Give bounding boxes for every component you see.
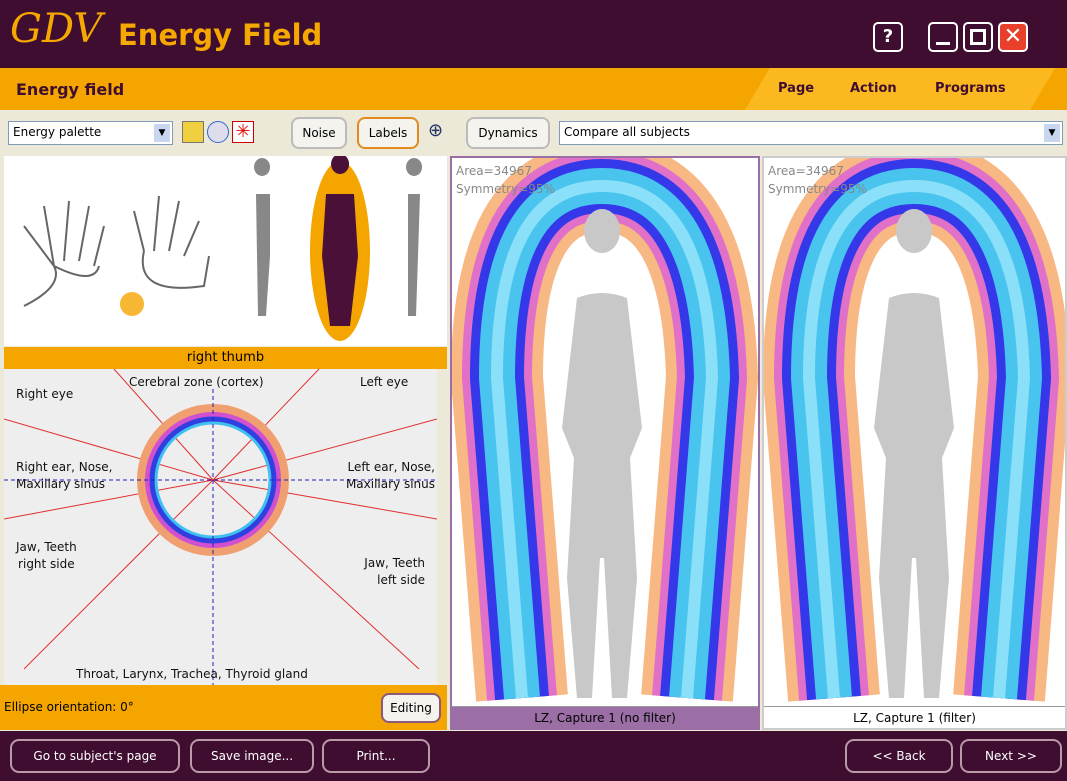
capture-caption: LZ, Capture 1 (no filter) <box>452 706 758 728</box>
label-line: Left eye <box>360 374 408 391</box>
compare-select[interactable]: Compare all subjects ▼ <box>559 121 1063 145</box>
next-button[interactable]: Next >> <box>960 739 1062 773</box>
finger-selector <box>4 156 447 346</box>
help-button[interactable]: ? <box>873 22 903 52</box>
orientation: Ellipse orientation: 0° <box>4 700 134 714</box>
logo: GDV <box>10 6 102 52</box>
capture-panel: Area=34967 Symmetry=95% LZ, Capture 1 (no … <box>450 156 760 730</box>
body-silhouette <box>874 209 954 698</box>
tool-icon[interactable] <box>207 121 229 143</box>
label-line: Left ear, Nose, <box>346 459 435 476</box>
minimize-button[interactable] <box>928 22 958 52</box>
toolbar: Energy palette ▼ ✳ Noise Labels ⊕ Dynamic… <box>0 112 1067 154</box>
background <box>4 156 447 346</box>
label-line: Cerebral zone (cortex) <box>129 374 264 391</box>
icon <box>970 29 986 45</box>
palette-select[interactable]: Energy palette ▼ <box>8 121 173 145</box>
label-line: Right ear, Nose, <box>16 459 112 476</box>
sector-label: Left eye <box>360 374 408 391</box>
label-line: Jaw, Teeth <box>16 539 77 556</box>
body-silhouette <box>562 209 642 698</box>
aura-image <box>452 158 758 706</box>
zoom-icon[interactable]: ⊕ <box>428 120 443 141</box>
sector-label: Throat, Larynx, Trachea, Thyroid gland <box>76 666 308 683</box>
menu-item[interactable]: Action <box>850 81 897 96</box>
noise-button[interactable]: Noise <box>291 117 347 149</box>
tool-icon[interactable]: ✳ <box>232 121 254 143</box>
label-line: left side <box>364 572 425 589</box>
print-button[interactable]: Print... <box>322 739 430 773</box>
select-text: Energy palette <box>13 125 101 139</box>
dropdown-arrow: ▼ <box>154 124 170 142</box>
thumb-highlight <box>120 292 144 316</box>
app: GDV Energy Field ? ✕ Energy field Page A… <box>0 0 1067 781</box>
label-line: Jaw, Teeth <box>364 555 425 572</box>
label-line: right side <box>16 556 77 573</box>
sector-labels: Cerebral zone (cortex) Right eye Left ey… <box>4 369 437 685</box>
title-bar: GDV Energy Field ? ✕ <box>0 0 1067 68</box>
label-line: Right eye <box>16 386 73 403</box>
header-title: Energy field <box>16 80 124 99</box>
area-label: Area=34967 <box>456 164 532 178</box>
close-button[interactable]: ✕ <box>998 22 1028 52</box>
save-image-button[interactable]: Save image... <box>190 739 314 773</box>
header: Energy field Page Action Programs <box>0 68 1067 110</box>
footer: Go to subject's page Save image... Print… <box>0 731 1067 781</box>
sector-label: Cerebral zone (cortex) <box>129 374 264 391</box>
labels-button[interactable]: Labels <box>357 117 419 149</box>
label-line: Maxillary sinus <box>346 476 435 493</box>
menu-item[interactable]: Page <box>778 81 814 96</box>
thumb-footer: Ellipse orientation: 0° Editing <box>0 685 447 730</box>
aura-image <box>764 158 1065 706</box>
sector-label: Right ear, Nose,Maxillary sinus <box>16 459 112 493</box>
label-line: Maxillary sinus <box>16 476 112 493</box>
menu-item[interactable]: Programs <box>935 81 1006 96</box>
capture-panel: Area=34967 Symmetry=95% LZ, Capture 1 (fil… <box>762 156 1067 730</box>
sector-label: Right eye <box>16 386 73 403</box>
icon <box>936 42 950 45</box>
subject-page-button[interactable]: Go to subject's page <box>10 739 180 773</box>
symmetry-label: Symmetry=95% <box>768 182 867 196</box>
dropdown-arrow: ▼ <box>1044 124 1060 142</box>
tool-icon[interactable] <box>182 121 204 143</box>
dynamics-button[interactable]: Dynamics <box>466 117 550 149</box>
area-label: Area=34967 <box>768 164 844 178</box>
select-text: Compare all subjects <box>564 125 690 139</box>
back-button[interactable]: << Back <box>845 739 953 773</box>
finger-name: right thumb <box>4 347 447 369</box>
maximize-button[interactable] <box>963 22 993 52</box>
capture-caption: LZ, Capture 1 (filter) <box>764 706 1065 728</box>
sector-label: Left ear, Nose,Maxillary sinus <box>346 459 435 493</box>
label-line: Throat, Larynx, Trachea, Thyroid gland <box>76 666 308 683</box>
editing-button[interactable]: Editing <box>381 693 441 723</box>
symmetry-label: Symmetry=95% <box>456 182 555 196</box>
app-title: Energy Field <box>118 18 322 52</box>
